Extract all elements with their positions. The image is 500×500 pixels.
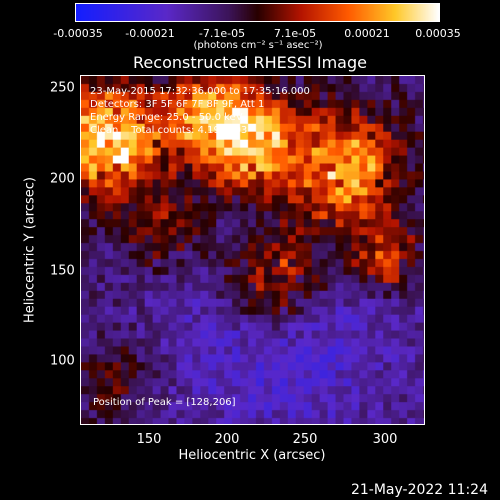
timestamp: 21-May-2022 11:24 [350,482,488,498]
detectors-annotation: Detectors: 3F 5F 6F 7F 8F 9F, Att 1 [90,99,265,110]
x-tick-label: 150 [136,432,162,447]
colorbar-tick-label: 7.1e-05 [273,27,317,40]
plot-title: Reconstructed RHESSI Image [133,53,367,72]
y-tick-label: 200 [50,171,75,187]
x-axis-label: Heliocentric X (arcsec) [178,448,326,463]
y-tick-label: 100 [50,353,75,369]
x-tick-label: 300 [372,432,398,447]
colorbar [75,3,440,22]
peak-position-annotation: Position of Peak = [128,206] [93,397,236,408]
colorbar-tick-label: 0.00021 [344,27,390,40]
colorbar-tick-label: 0.00035 [415,27,461,40]
x-tick-label: 200 [214,432,240,447]
y-axis-label: Heliocentric Y (arcsec) [22,177,38,323]
colorbar-tick-label: -0.00035 [53,27,103,40]
colorbar-tick-label: -7.1e-05 [198,27,246,40]
x-tick-label: 250 [292,432,318,447]
colorbar-units: (photons cm⁻² s⁻¹ asec⁻²) [193,40,323,51]
colorbar-tick-label: -0.00021 [125,27,175,40]
rhessi-image [81,76,424,424]
y-tick-label: 250 [50,80,75,96]
energy-range-annotation: Energy Range: 25.0 - 50.0 keV [90,112,243,123]
image-plot [80,75,425,425]
counts-annotation: Clean Total counts: 4.19E+03 [90,125,248,136]
time-range-annotation: 23-May-2015 17:32:36.000 to 17:35:16.000 [90,86,310,97]
y-tick-label: 150 [50,263,75,279]
